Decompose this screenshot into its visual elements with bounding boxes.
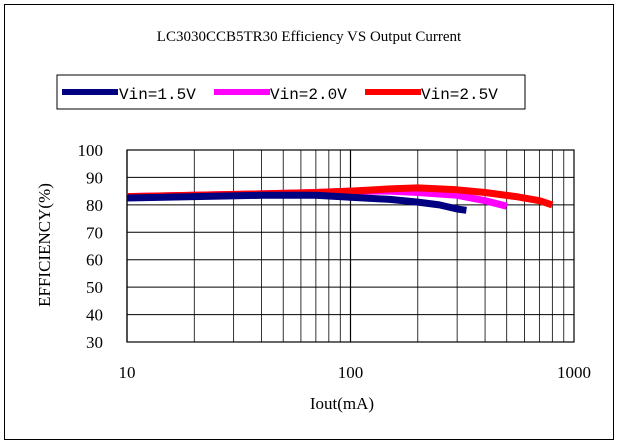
y-axis-label: EFFICIENCY(%) <box>35 183 54 307</box>
legend-label: Vin=2.0V <box>270 86 347 104</box>
plot-border <box>126 149 575 343</box>
legend-label: Vin=1.5V <box>119 86 196 104</box>
x-tick-label: 10 <box>119 363 136 382</box>
y-tick-label: 40 <box>86 306 103 325</box>
x-tick-label: 1000 <box>557 363 591 382</box>
legend: Vin=1.5V Vin=2.0V Vin=2.5V <box>56 74 526 110</box>
y-tick-label: 60 <box>86 251 103 270</box>
series-line-vin-1-5v <box>126 191 467 214</box>
y-tick-label: 30 <box>86 333 103 352</box>
chart-title: LC3030CCB5TR30 Efficiency VS Output Curr… <box>157 29 462 45</box>
legend-label: Vin=2.5V <box>421 86 498 104</box>
y-tick-label: 100 <box>78 141 104 160</box>
y-tick-label: 70 <box>86 223 103 242</box>
y-tick-label: 90 <box>86 168 103 187</box>
y-tick-label: 80 <box>86 196 103 215</box>
x-axis-label: Iout(mA) <box>310 394 374 413</box>
x-tick-label: 100 <box>338 363 364 382</box>
legend-box <box>56 74 526 110</box>
y-tick-label: 50 <box>86 278 103 297</box>
plot-area: 100 90 80 70 60 50 40 30 10 100 1000 <box>78 141 592 382</box>
